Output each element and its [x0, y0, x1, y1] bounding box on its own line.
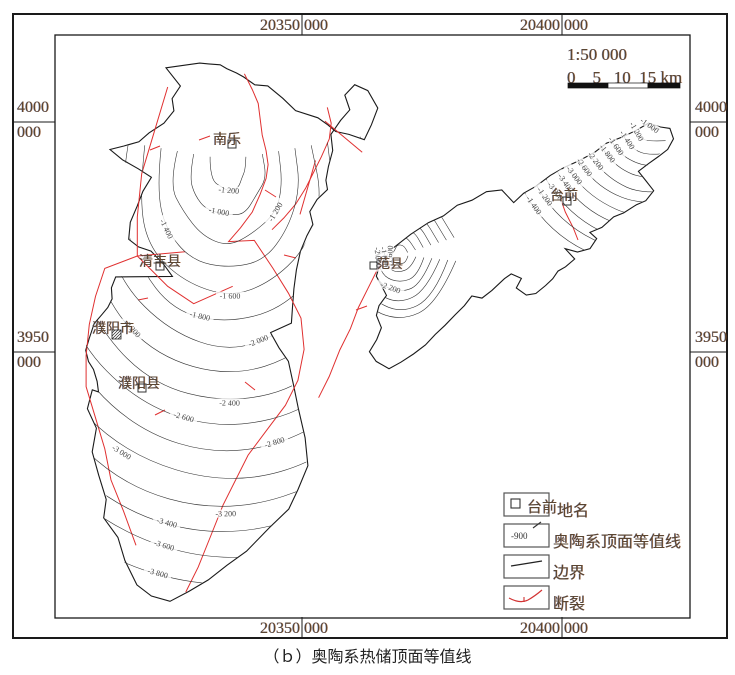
svg-text:-900: -900 [511, 531, 528, 541]
